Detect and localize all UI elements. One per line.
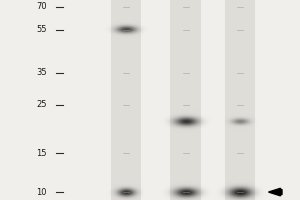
Text: 25: 25 (36, 100, 46, 109)
Text: 35: 35 (36, 68, 46, 77)
Text: 55: 55 (36, 25, 46, 34)
Text: 15: 15 (36, 149, 46, 158)
Text: 70: 70 (36, 2, 46, 11)
FancyArrow shape (268, 188, 282, 196)
Text: 10: 10 (36, 188, 46, 197)
